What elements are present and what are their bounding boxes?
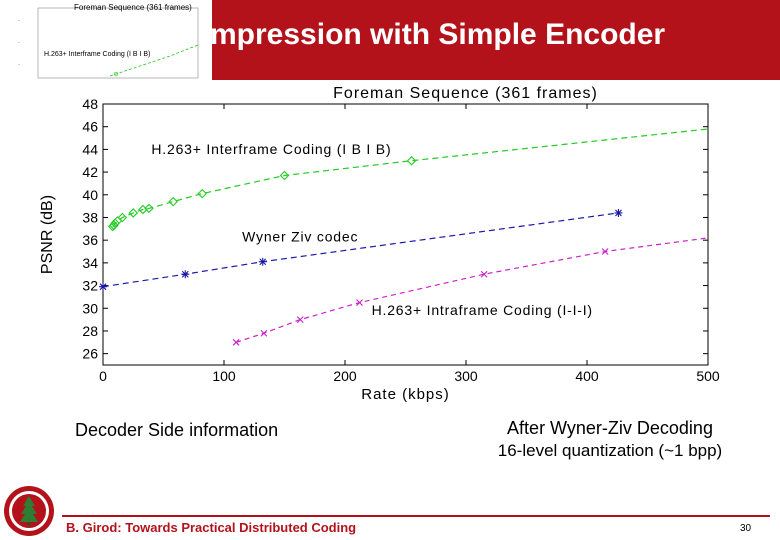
data-point-star xyxy=(614,208,623,217)
plot-area xyxy=(102,103,709,366)
series-annotation-0: H.263+ Interframe Coding (I B I B) xyxy=(151,141,391,157)
data-point-star xyxy=(181,270,190,279)
thumbnail-legend: H.263+ Interframe Coding (I B I B) xyxy=(44,51,150,58)
y-tick-label: 44 xyxy=(82,141,98,157)
y-tick-label: 36 xyxy=(82,232,98,248)
series-annotation-2: H.263+ Intraframe Coding (I-I-I) xyxy=(372,302,593,318)
data-point-star xyxy=(99,282,107,291)
thumbnail-tick-2: · xyxy=(18,40,20,46)
y-tick-label: 26 xyxy=(82,346,98,362)
data-point-diamond xyxy=(168,196,178,207)
y-tick-label: 40 xyxy=(82,187,98,203)
x-tick-label: 400 xyxy=(575,368,599,384)
data-point-diamond xyxy=(279,170,290,181)
data-point-diamond xyxy=(128,208,139,218)
data-point-diamond xyxy=(197,188,207,199)
psnr-rate-chart: Foreman Sequence (361 frames) 26 28 30 32 34 3… xyxy=(39,85,720,403)
data-point-x xyxy=(356,299,363,306)
thumbnail-title: Foreman Sequence (361 frames) xyxy=(74,3,192,12)
x-tick-label: 200 xyxy=(333,368,357,384)
data-point-diamond xyxy=(406,155,417,166)
x-tick-label: 0 xyxy=(99,368,107,384)
x-axis-label: Rate (kbps) xyxy=(361,386,450,403)
thumbnail-marker xyxy=(113,71,119,77)
footer-rule xyxy=(62,515,770,517)
y-tick-label: 32 xyxy=(82,278,98,294)
data-point-star xyxy=(258,257,267,266)
y-tick-label: 48 xyxy=(82,96,98,112)
x-tick-label: 300 xyxy=(454,368,478,384)
thumbnail-chart: Foreman Sequence (361 frames) H.263+ Int… xyxy=(18,3,199,79)
data-point-x xyxy=(601,248,609,255)
data-point-x xyxy=(232,338,240,346)
y-tick-label: 28 xyxy=(82,323,98,339)
y-tick-label: 30 xyxy=(82,300,98,316)
chart-thumbnail: Foreman Sequence (361 frames) H.263+ Int… xyxy=(0,0,212,82)
thumbnail-tick-1: · xyxy=(18,18,20,24)
data-point-diamond xyxy=(110,218,120,228)
left-caption: Decoder Side information xyxy=(75,420,279,440)
footer-text: B. Girod: Towards Practical Distributed … xyxy=(66,520,357,535)
right-caption-line2: 16-level quantization (~1 bpp) xyxy=(497,441,723,460)
x-tick-label: 500 xyxy=(696,368,720,384)
y-tick-label: 46 xyxy=(82,119,98,135)
data-point-x xyxy=(260,329,268,337)
y-tick-label: 34 xyxy=(82,255,98,271)
y-tick-label: 38 xyxy=(82,209,98,225)
y-axis-label: PSNR (dB) xyxy=(39,195,56,274)
thumbnail-series-line xyxy=(109,44,199,77)
data-point-diamond xyxy=(117,212,128,223)
right-caption-line1: After Wyner-Ziv Decoding xyxy=(507,418,713,438)
page-number: 30 xyxy=(740,523,752,534)
chart-title: Foreman Sequence (361 frames) xyxy=(333,85,598,102)
thumbnail-tick-3: · xyxy=(18,62,20,68)
slide-title: mpression with Simple Encoder xyxy=(210,18,666,51)
y-tick-label: 42 xyxy=(82,164,98,180)
data-point-diamond xyxy=(144,203,154,214)
data-point-x xyxy=(296,316,304,323)
x-tick-label: 100 xyxy=(212,368,236,384)
right-caption: After Wyner-Ziv Decoding 16-level quanti… xyxy=(470,418,750,461)
data-point-x xyxy=(480,270,488,278)
series-line-1 xyxy=(102,212,619,288)
stanford-seal-logo xyxy=(4,486,54,536)
series-annotation-1: Wyner Ziv codec xyxy=(242,228,358,244)
